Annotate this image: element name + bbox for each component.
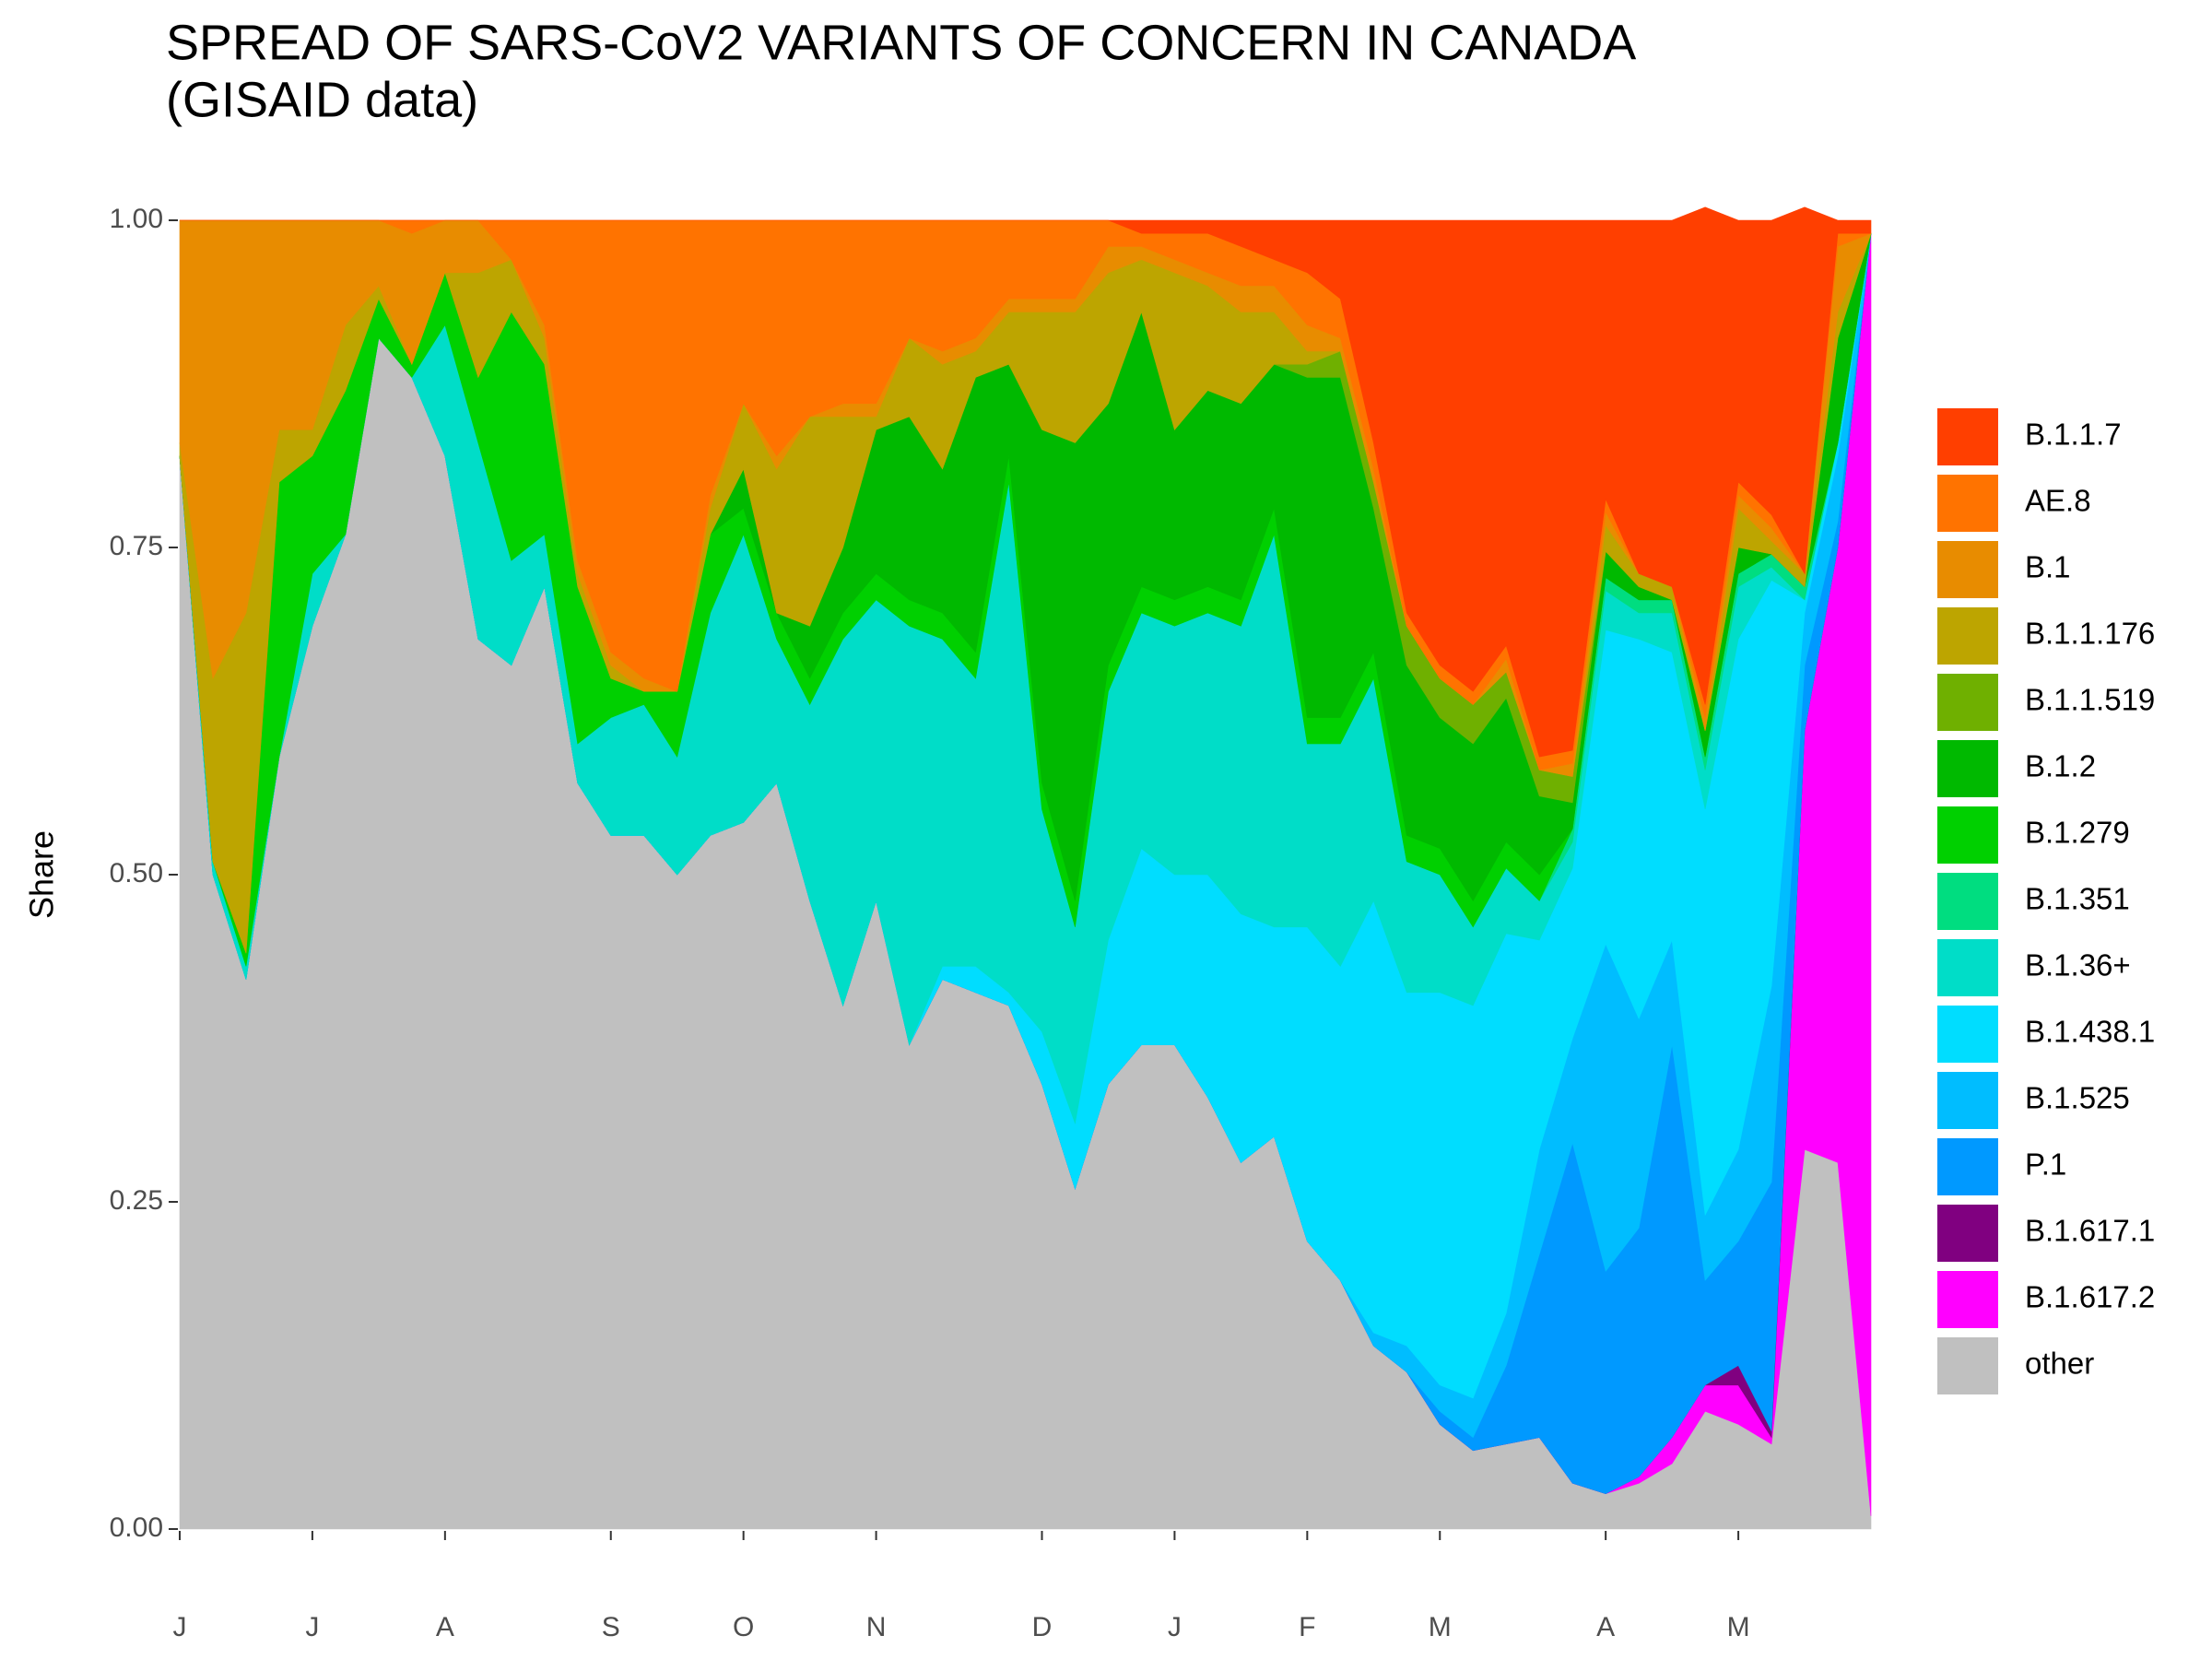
legend-label: P.1: [2025, 1147, 2066, 1182]
x-tick-label: S: [602, 1612, 620, 1642]
area: [180, 206, 1872, 758]
legend-swatch: [1937, 1205, 1998, 1262]
legend-swatch: [1937, 873, 1998, 930]
y-tick-label: 0.75: [110, 531, 163, 561]
legend-swatch: [1937, 939, 1998, 996]
x-tick-label: N: [866, 1612, 887, 1642]
y-tick-label: 0.00: [110, 1512, 163, 1543]
legend-swatch: [1937, 1337, 1998, 1394]
legend-label: B.1.1.7: [2025, 418, 2122, 452]
x-tick-label: J: [173, 1612, 187, 1642]
legend-swatch: [1937, 607, 1998, 665]
legend-swatch: [1937, 1138, 1998, 1195]
legend-label: B.1.525: [2025, 1081, 2130, 1115]
legend-swatch: [1937, 1271, 1998, 1328]
legend-label: B.1.2: [2025, 749, 2096, 783]
y-axis-label: Share: [23, 830, 61, 919]
legend-swatch: [1937, 541, 1998, 598]
legend-label: B.1: [2025, 550, 2071, 584]
x-tick-label: A: [436, 1612, 454, 1642]
legend-swatch: [1937, 806, 1998, 864]
chart-title: (GISAID data): [166, 72, 478, 127]
legend-swatch: [1937, 1072, 1998, 1129]
legend-label: B.1.36+: [2025, 948, 2131, 982]
legend-swatch: [1937, 408, 1998, 465]
legend-swatch: [1937, 674, 1998, 731]
x-tick-label: M: [1727, 1612, 1750, 1642]
legend-swatch: [1937, 1006, 1998, 1063]
legend-label: B.1.279: [2025, 816, 2130, 850]
legend-swatch: [1937, 740, 1998, 797]
x-tick-label: J: [1168, 1612, 1182, 1642]
legend-label: B.1.1.519: [2025, 683, 2155, 717]
legend-label: B.1.438.1: [2025, 1015, 2155, 1049]
legend-label: AE.8: [2025, 484, 2091, 518]
y-tick-label: 1.00: [110, 204, 163, 234]
legend-label: B.1.617.1: [2025, 1214, 2155, 1248]
x-tick-label: M: [1429, 1612, 1452, 1642]
y-tick-label: 0.50: [110, 858, 163, 888]
x-tick-label: J: [305, 1612, 319, 1642]
legend-label: B.1.617.2: [2025, 1280, 2155, 1314]
chart-title: SPREAD OF SARS-CoV2 VARIANTS OF CONCERN …: [166, 15, 1636, 70]
legend-swatch: [1937, 475, 1998, 532]
x-tick-label: D: [1032, 1612, 1053, 1642]
x-tick-label: F: [1299, 1612, 1315, 1642]
y-tick-label: 0.25: [110, 1185, 163, 1216]
legend-label: B.1.351: [2025, 882, 2130, 916]
legend-label: B.1.1.176: [2025, 617, 2155, 651]
x-tick-label: O: [733, 1612, 754, 1642]
legend-label: other: [2025, 1347, 2094, 1381]
x-tick-label: A: [1596, 1612, 1615, 1642]
areas: [179, 206, 1872, 1530]
